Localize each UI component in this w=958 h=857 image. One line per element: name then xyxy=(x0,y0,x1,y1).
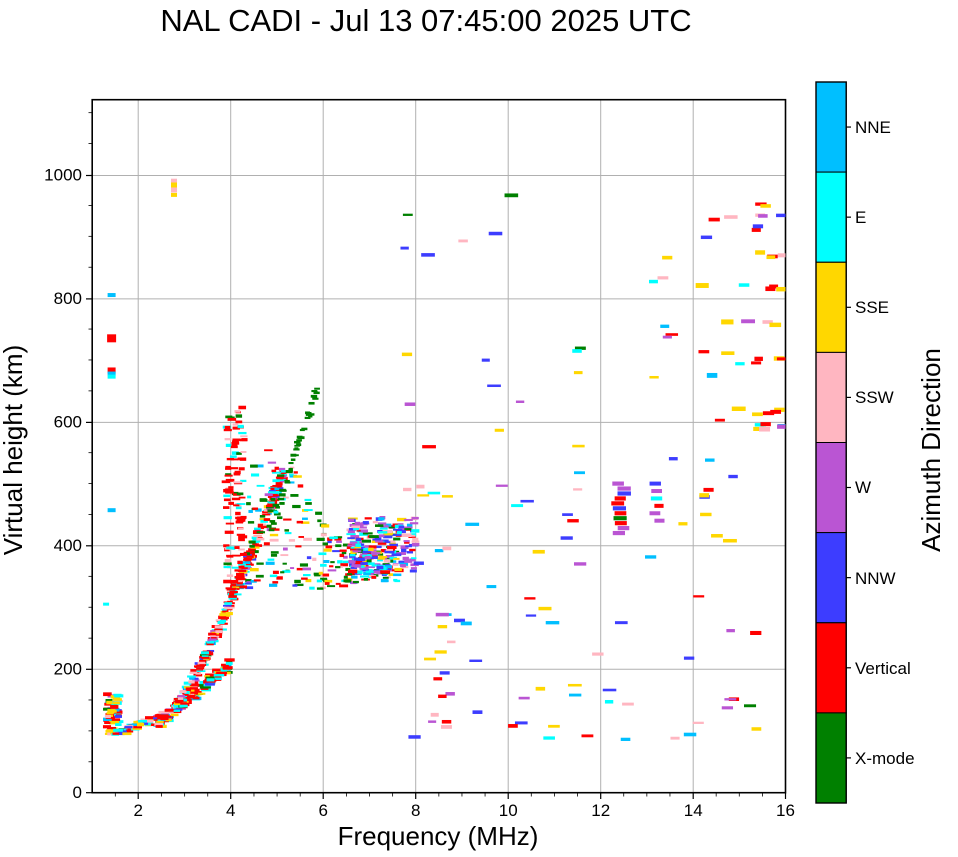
svg-text:X-mode: X-mode xyxy=(855,749,915,768)
svg-text:0: 0 xyxy=(73,783,82,802)
svg-text:6: 6 xyxy=(318,801,327,820)
svg-text:10: 10 xyxy=(499,801,518,820)
svg-text:400: 400 xyxy=(54,536,82,555)
svg-text:1000: 1000 xyxy=(44,166,82,185)
svg-text:800: 800 xyxy=(54,289,82,308)
svg-text:2: 2 xyxy=(133,801,142,820)
svg-text:Frequency (MHz): Frequency (MHz) xyxy=(338,821,539,851)
svg-text:SSE: SSE xyxy=(855,298,889,317)
svg-text:Vertical: Vertical xyxy=(855,659,911,678)
svg-text:W: W xyxy=(855,478,871,497)
svg-text:Azimuth Direction: Azimuth Direction xyxy=(916,348,946,552)
svg-text:NNW: NNW xyxy=(855,569,896,588)
svg-text:4: 4 xyxy=(226,801,235,820)
svg-text:NNE: NNE xyxy=(855,118,891,137)
svg-text:200: 200 xyxy=(54,659,82,678)
svg-text:NAL CADI - Jul 13 07:45:00 202: NAL CADI - Jul 13 07:45:00 2025 UTC xyxy=(160,3,691,38)
svg-text:SSW: SSW xyxy=(855,388,894,407)
svg-text:12: 12 xyxy=(591,801,610,820)
svg-text:E: E xyxy=(855,208,866,227)
svg-text:16: 16 xyxy=(776,801,795,820)
svg-text:8: 8 xyxy=(411,801,420,820)
svg-text:14: 14 xyxy=(684,801,703,820)
svg-text:600: 600 xyxy=(54,412,82,431)
svg-text:Virtual height (km): Virtual height (km) xyxy=(0,345,28,556)
